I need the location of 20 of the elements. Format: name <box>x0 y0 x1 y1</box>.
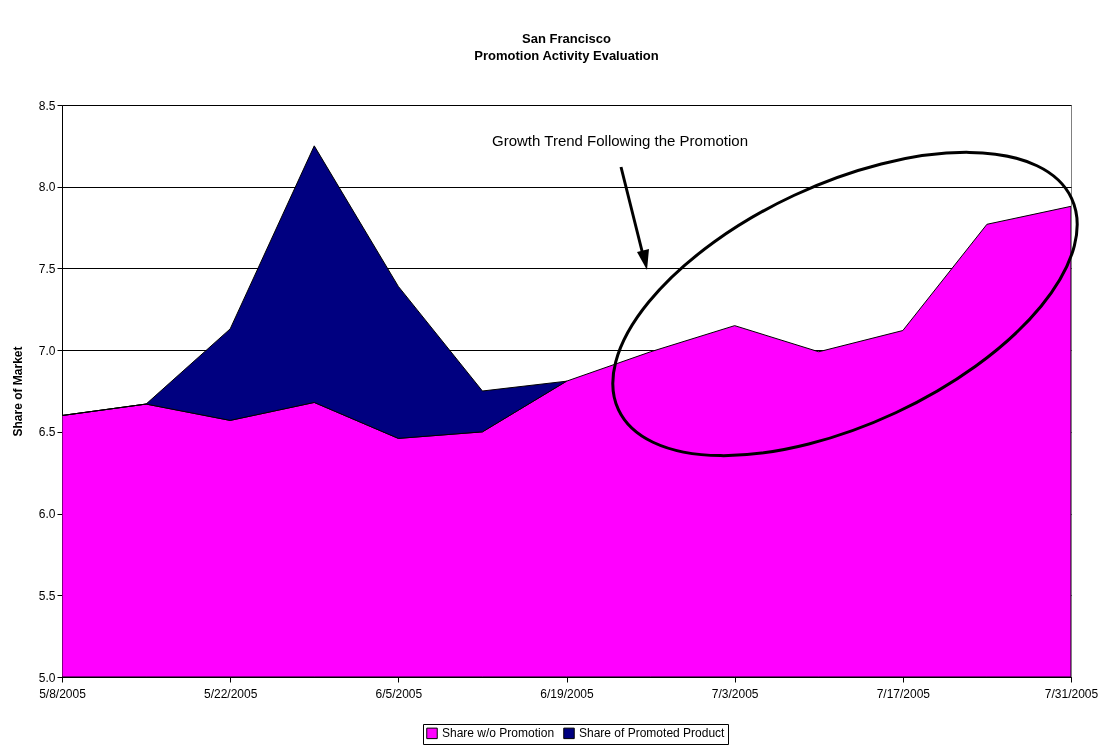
y-tick-label: 8.5 <box>38 98 56 113</box>
x-tick-label: 5/22/2005 <box>203 686 258 701</box>
legend-label: Share of Promoted Product <box>579 726 726 741</box>
annotation: Growth Trend Following the Promotion <box>492 132 748 149</box>
chart-title: San Francisco Promotion Activity Evaluation <box>474 31 659 63</box>
y-tick-label: 7.0 <box>38 343 56 358</box>
x-tick-label: 6/19/2005 <box>540 686 595 701</box>
legend-label: Share w/o Promotion <box>442 726 555 741</box>
y-tick-label: 6.0 <box>38 507 56 522</box>
y-axis-title: Share of Market <box>10 346 25 437</box>
x-tick-label: 7/3/2005 <box>711 686 759 701</box>
y-tick-label: 5.5 <box>38 588 56 603</box>
y-tick-label: 6.5 <box>38 425 56 440</box>
y-tick-label: 7.5 <box>38 261 56 276</box>
y-tick-label: 5.0 <box>38 670 56 685</box>
x-tick-label: 6/5/2005 <box>375 686 423 701</box>
x-tick-label: 7/17/2005 <box>876 686 931 701</box>
y-tick-label: 8.0 <box>38 180 56 195</box>
x-tick-label: 7/31/2005 <box>1044 686 1099 701</box>
x-tick-label: 5/8/2005 <box>39 686 87 701</box>
